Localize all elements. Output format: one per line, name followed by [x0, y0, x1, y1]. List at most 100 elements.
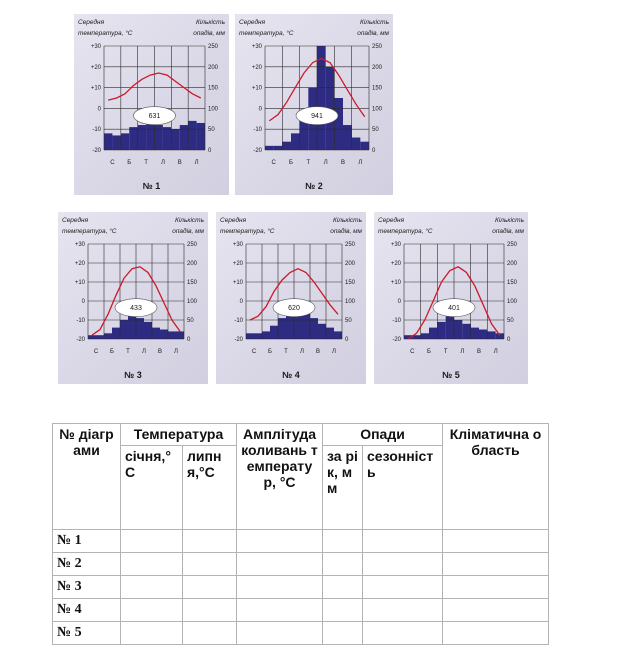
left-tick-label: +10	[233, 280, 244, 286]
cell-seasonality[interactable]	[362, 621, 444, 645]
precipitation-bar	[470, 327, 479, 339]
diagram-number: № 1	[143, 181, 161, 191]
cell-amplitude[interactable]	[236, 552, 324, 576]
right-tick-label: 150	[345, 280, 356, 286]
cell-climate-region[interactable]	[442, 621, 550, 645]
right-axis-title-unit: опадів, мм	[492, 227, 524, 235]
precipitation-bar	[120, 133, 130, 150]
right-tick-label: 0	[208, 148, 212, 154]
cell-per-year[interactable]	[322, 575, 364, 599]
row-label: № 3	[52, 575, 121, 599]
temperature-line	[249, 267, 339, 321]
month-label: С	[252, 349, 257, 355]
temperature-line	[91, 266, 181, 336]
row-label: № 2	[52, 552, 121, 576]
right-tick-label: 100	[345, 299, 356, 305]
precipitation-bar	[88, 335, 96, 339]
left-axis-title-unit: температура, °С	[239, 29, 294, 37]
cell-seasonality[interactable]	[362, 552, 444, 576]
right-tick-label: 0	[187, 337, 191, 343]
month-label: Б	[127, 160, 131, 166]
cell-july[interactable]	[181, 552, 238, 576]
table-row: № 1	[52, 529, 550, 553]
climate-diagram-2: Середня температура, °С Кількість опадів, м…	[235, 14, 393, 195]
precipitation-bar	[265, 145, 274, 150]
cell-july[interactable]	[181, 598, 238, 622]
right-axis-title-unit: опадів, мм	[357, 29, 389, 37]
right-tick-label: 50	[187, 318, 194, 324]
cell-seasonality[interactable]	[362, 529, 444, 553]
cell-amplitude[interactable]	[236, 621, 324, 645]
table-row: № 5	[52, 621, 550, 645]
cell-january[interactable]	[120, 621, 183, 645]
left-tick-label: +30	[391, 242, 402, 248]
precipitation-bar	[196, 122, 205, 150]
left-tick-label: 0	[82, 299, 86, 305]
cell-per-year[interactable]	[322, 621, 364, 645]
left-tick-label: +10	[75, 280, 86, 286]
cell-amplitude[interactable]	[236, 598, 324, 622]
cell-climate-region[interactable]	[442, 575, 550, 599]
precipitation-bar	[299, 118, 309, 150]
left-axis-title: Середня	[378, 216, 405, 224]
precipitation-bar	[318, 323, 326, 339]
right-tick-label: 100	[187, 299, 198, 305]
temperature-line	[268, 57, 366, 122]
cell-climate-region[interactable]	[442, 598, 550, 622]
left-axis-title-unit: температура, °С	[78, 29, 133, 37]
cell-january[interactable]	[120, 575, 183, 599]
cell-per-year[interactable]	[322, 529, 364, 553]
annual-precipitation-value: 631	[149, 113, 161, 120]
precipitation-bar	[317, 46, 326, 150]
right-tick-label: 200	[345, 261, 356, 267]
annual-precipitation-badge	[114, 298, 158, 317]
month-label: Т	[306, 160, 310, 166]
cell-january[interactable]	[120, 529, 183, 553]
cell-amplitude[interactable]	[236, 529, 324, 553]
header-temperature: Температура	[119, 423, 238, 446]
cell-july[interactable]	[181, 621, 238, 645]
cell-climate-region[interactable]	[442, 529, 550, 553]
cell-amplitude[interactable]	[236, 575, 324, 599]
precipitation-bar	[326, 327, 334, 339]
cell-january[interactable]	[120, 552, 183, 576]
right-axis-title: Кількість	[495, 216, 525, 224]
precipitation-bar	[294, 306, 302, 339]
month-label: Л	[358, 160, 362, 166]
left-tick-label: +30	[252, 44, 263, 50]
month-label: Б	[427, 349, 431, 355]
left-tick-label: -20	[234, 337, 243, 343]
month-label: Л	[161, 160, 165, 166]
right-axis-title: Кількість	[175, 216, 205, 224]
cell-per-year[interactable]	[322, 598, 364, 622]
left-tick-label: +20	[391, 261, 402, 267]
cell-seasonality[interactable]	[362, 598, 444, 622]
right-tick-label: 200	[208, 65, 219, 71]
right-tick-label: 0	[345, 337, 349, 343]
precipitation-bar	[168, 331, 176, 339]
cell-july[interactable]	[181, 529, 238, 553]
annual-precipitation-value: 941	[311, 113, 323, 120]
precipitation-bar	[152, 327, 160, 339]
right-tick-label: 50	[507, 318, 514, 324]
diagram-svg: Середня температура, °С Кількість опадів, м…	[378, 216, 525, 380]
cell-per-year[interactable]	[322, 552, 364, 576]
cell-seasonality[interactable]	[362, 575, 444, 599]
precipitation-bar	[137, 125, 147, 150]
left-tick-label: -10	[92, 127, 101, 133]
precipitation-bar	[270, 325, 278, 339]
month-label: Л	[142, 349, 146, 355]
left-tick-label: +10	[91, 86, 102, 92]
cell-climate-region[interactable]	[442, 552, 550, 576]
cell-january[interactable]	[120, 598, 183, 622]
left-tick-label: +20	[75, 261, 86, 267]
precipitation-bar	[104, 333, 112, 339]
left-tick-label: 0	[398, 299, 402, 305]
right-tick-label: 250	[208, 44, 219, 50]
annual-precipitation-value: 401	[448, 305, 460, 312]
precipitation-bar	[278, 318, 286, 339]
cell-july[interactable]	[181, 575, 238, 599]
left-tick-label: -20	[253, 148, 262, 154]
left-axis-title: Середня	[239, 18, 266, 26]
precipitation-bar	[282, 141, 291, 150]
